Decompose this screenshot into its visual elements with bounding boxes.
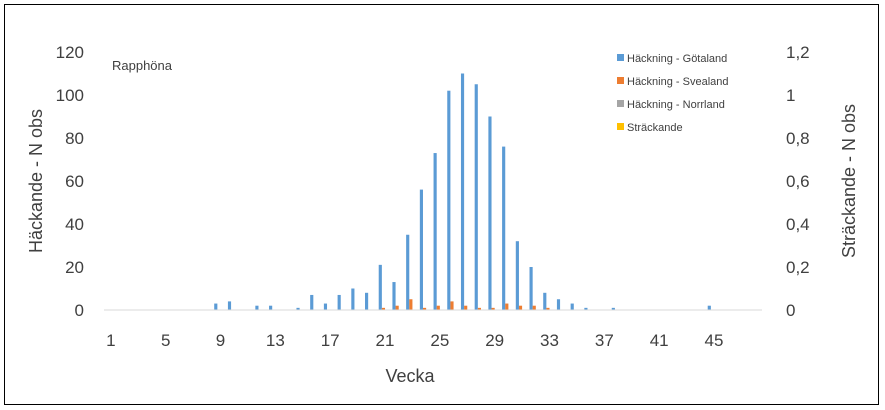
bar-häckning-götaland — [570, 303, 574, 310]
x-tick-label: 13 — [266, 331, 285, 350]
bar-häckning-svealand — [491, 307, 495, 310]
legend-swatch — [617, 123, 624, 130]
x-tick-label: 25 — [430, 331, 449, 350]
x-tick-label: 45 — [705, 331, 724, 350]
x-tick-label: 5 — [161, 331, 170, 350]
x-tick-label: 1 — [106, 331, 115, 350]
x-axis-title: Vecka — [385, 366, 435, 386]
bar-häckning-götaland — [392, 282, 396, 310]
bar-häckning-götaland — [488, 116, 492, 310]
bar-häckning-götaland — [447, 90, 451, 310]
y-axis-left-title: Häckande - N obs — [26, 109, 46, 253]
bar-häckning-svealand — [409, 299, 413, 310]
bar-häckning-götaland — [255, 305, 259, 310]
bar-häckning-götaland — [406, 234, 410, 310]
bar-häckning-götaland — [707, 305, 711, 310]
x-tick-label: 37 — [595, 331, 614, 350]
y-left-tick-label: 0 — [75, 301, 84, 320]
bar-häckning-svealand — [436, 305, 440, 310]
y-left-tick-label: 120 — [56, 43, 84, 62]
bar-häckning-götaland — [515, 241, 519, 310]
x-tick-label: 41 — [650, 331, 669, 350]
bar-häckning-svealand — [518, 305, 523, 310]
bar-häckning-götaland — [296, 307, 300, 310]
bar-häckning-götaland — [227, 301, 232, 310]
bar-häckning-götaland — [323, 303, 328, 310]
chart-annotation: Rapphöna — [112, 58, 173, 73]
y-left-tick-label: 100 — [56, 86, 84, 105]
bar-häckning-götaland — [419, 189, 423, 310]
bar-häckning-götaland — [529, 267, 533, 310]
bar-häckning-götaland — [611, 307, 615, 310]
bar-häckning-götaland — [337, 294, 341, 310]
bar-häckning-svealand — [546, 307, 550, 310]
y-axis-right-ticks: 0 0,2 0,4 0,6 0,8 1 1,2 — [786, 43, 810, 320]
x-axis-ticks: 1 5 9 13 17 21 25 29 33 37 41 45 — [106, 331, 723, 350]
bar-häckning-svealand — [532, 305, 536, 310]
legend-swatch — [617, 54, 624, 61]
y-right-tick-label: 1 — [786, 86, 795, 105]
legend-label: Häckning - Norrland — [627, 99, 725, 111]
bar-häckning-götaland — [214, 303, 218, 310]
legend-swatch — [617, 100, 624, 107]
y-right-tick-label: 0,2 — [786, 258, 810, 277]
bar-häckning-götaland — [378, 264, 382, 310]
y-right-tick-label: 0,8 — [786, 129, 810, 148]
bar-häckning-götaland — [556, 299, 561, 310]
bar-häckning-svealand — [395, 305, 399, 310]
bar-häckning-svealand — [422, 307, 427, 310]
bar-häckning-götaland — [543, 292, 547, 310]
x-tick-label: 29 — [485, 331, 504, 350]
y-right-tick-label: 0 — [786, 301, 795, 320]
bar-häckning-götaland — [351, 288, 355, 310]
legend-label: Häckning - Götaland — [627, 53, 727, 65]
bar-häckning-götaland — [269, 305, 273, 310]
bar-häckning-götaland — [502, 146, 506, 310]
y-right-tick-label: 0,4 — [786, 215, 810, 234]
legend-label: Häckning - Svealand — [627, 76, 729, 88]
bar-häckning-götaland — [365, 292, 369, 310]
bar-häckning-götaland — [584, 307, 588, 310]
bars — [214, 73, 711, 310]
x-tick-label: 33 — [540, 331, 559, 350]
legend-label: Sträckande — [627, 122, 683, 134]
x-tick-label: 17 — [321, 331, 340, 350]
bar-häckning-götaland — [433, 153, 437, 310]
bar-häckning-svealand — [450, 301, 454, 310]
chart-frame — [4, 4, 879, 405]
x-tick-label: 21 — [376, 331, 395, 350]
bar-häckning-svealand — [477, 307, 481, 310]
y-axis-right-title: Sträckande - N obs — [839, 104, 859, 258]
y-right-tick-label: 1,2 — [786, 43, 810, 62]
bar-häckning-svealand — [464, 305, 468, 310]
y-left-tick-label: 80 — [65, 129, 84, 148]
y-left-tick-label: 40 — [65, 215, 84, 234]
bar-häckning-götaland — [474, 84, 478, 310]
y-right-tick-label: 0,6 — [786, 172, 810, 191]
bar-häckning-svealand — [505, 303, 509, 310]
x-tick-label: 9 — [216, 331, 225, 350]
legend-swatch — [617, 77, 624, 84]
y-left-tick-label: 20 — [65, 258, 84, 277]
legend: Häckning - Götaland Häckning - Svealand Hä… — [617, 53, 729, 134]
y-left-tick-label: 60 — [65, 172, 84, 191]
y-axis-left-ticks: 0 20 40 60 80 100 120 — [56, 43, 84, 320]
bar-häckning-götaland — [460, 73, 465, 310]
bar-häckning-svealand — [381, 307, 386, 310]
bar-häckning-götaland — [310, 294, 314, 310]
